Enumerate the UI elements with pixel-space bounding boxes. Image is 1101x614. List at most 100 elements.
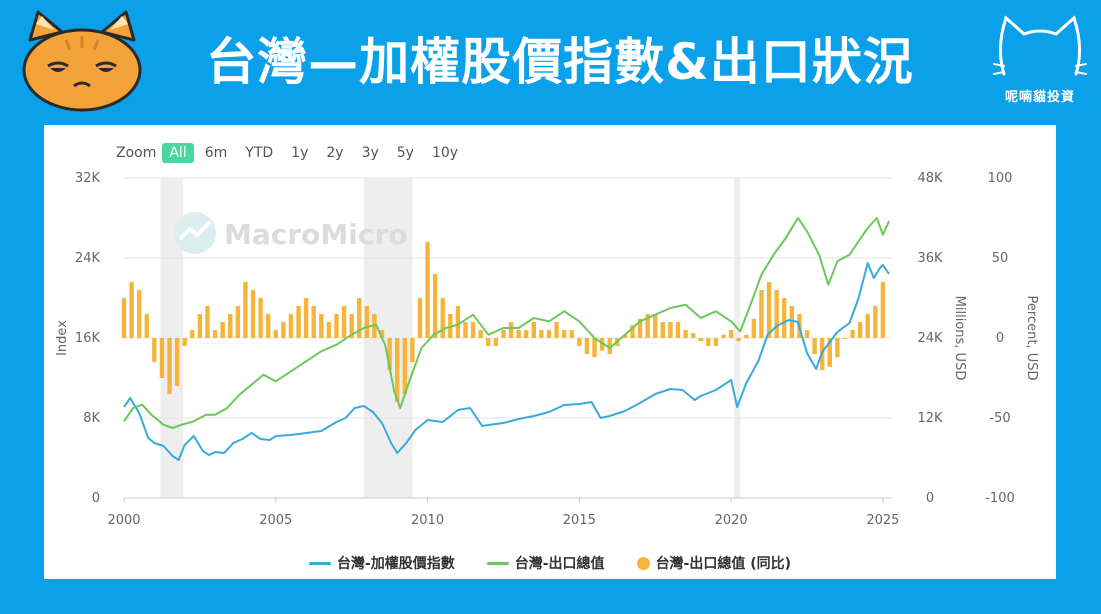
yoy-bar (455, 306, 461, 338)
yoy-bar (357, 298, 362, 338)
zoom-button-6m[interactable]: 6m (204, 145, 228, 161)
yoy-bar (326, 322, 332, 338)
zoom-button-all[interactable]: All (162, 143, 194, 163)
yoy-bar (690, 333, 696, 338)
yoy-bar (303, 298, 309, 338)
yoy-bar (546, 330, 552, 338)
yoy-bar (630, 325, 635, 338)
yoy-bar (653, 314, 658, 338)
y-tick-label-index: 0 (92, 491, 100, 506)
yoy-bar (212, 330, 218, 338)
yoy-bar (341, 306, 347, 338)
yoy-bar (387, 338, 392, 370)
yoy-bar (637, 318, 643, 338)
zoom-button-10y[interactable]: 10y (431, 145, 459, 161)
yoy-bar (683, 330, 688, 338)
yoy-bar (402, 338, 407, 394)
yoy-bar (668, 322, 673, 338)
yoy-bar (524, 330, 529, 338)
yoy-bar (622, 334, 628, 338)
yoy-bar (395, 338, 400, 402)
yoy-bar (121, 298, 127, 338)
yoy-bar (561, 330, 567, 338)
y-tick-label-yoy: -100 (985, 491, 1015, 506)
legend-label-exports-yoy: 台灣-出口總值 (同比) (655, 556, 792, 572)
yoy-bar (478, 330, 483, 338)
yoy-bar (759, 290, 764, 338)
y-tick-label-index: 8K (83, 411, 100, 426)
y-tick-label-exports: 0 (926, 491, 934, 506)
yoy-bar (835, 338, 840, 358)
yoy-bar (152, 338, 157, 362)
y-axis-title-index: Index (55, 320, 70, 356)
index-line (123, 262, 890, 461)
yoy-bar (379, 330, 385, 338)
x-tick-label: 2015 (563, 513, 596, 528)
yoy-bar (592, 338, 597, 358)
yoy-bar (774, 290, 779, 338)
yoy-bar (713, 338, 719, 346)
yoy-bar (258, 298, 263, 338)
yoy-bar (880, 282, 886, 338)
yoy-bar (296, 306, 301, 338)
yoy-bar (243, 282, 248, 338)
yoy-bar (660, 322, 666, 338)
yoy-bar (174, 338, 180, 386)
yoy-bar (782, 298, 787, 338)
yoy-bar (645, 314, 650, 338)
yoy-bar (334, 314, 339, 338)
yoy-bar (569, 330, 574, 338)
yoy-bar (751, 318, 757, 338)
yoy-bar (311, 306, 316, 338)
y-tick-label-index: 16K (75, 331, 101, 346)
yoy-bar (508, 322, 514, 338)
yoy-bar (865, 314, 870, 338)
yoy-bar (531, 322, 537, 338)
y-tick-label-yoy: -50 (989, 411, 1010, 426)
x-tick-label: 2005 (259, 513, 292, 528)
yoy-bar (463, 322, 468, 338)
x-tick-label: 2020 (715, 513, 748, 528)
legend-item-index[interactable]: 台灣-加權股價指數 (308, 553, 455, 573)
yoy-bar (599, 338, 605, 351)
watermark: MacroMicro (174, 212, 408, 254)
yoy-bar (842, 338, 848, 339)
zoom-button-ytd[interactable]: YTD (245, 145, 274, 161)
yoy-bar (675, 322, 681, 338)
legend-label-index: 台灣-加權股價指數 (336, 556, 455, 572)
zoom-button-2y[interactable]: 2y (326, 145, 344, 161)
zoom-button-1y[interactable]: 1y (291, 145, 309, 161)
y-tick-label-exports: 24K (917, 331, 943, 346)
yoy-bar (698, 338, 703, 342)
yoy-bar (744, 334, 749, 338)
brand-logo: 呢喃貓投資 (990, 8, 1090, 118)
zoom-button-5y[interactable]: 5y (396, 145, 414, 161)
yoy-bar (288, 314, 294, 338)
y-tick-label-yoy: 100 (988, 171, 1013, 186)
yoy-bar (728, 330, 734, 338)
y-tick-label-yoy: 0 (996, 331, 1004, 346)
yoy-bar (197, 314, 203, 338)
yoy-bar (364, 306, 370, 338)
yoy-bar (136, 290, 142, 338)
yoy-bar (873, 306, 878, 338)
legend-label-exports: 台灣-出口總值 (514, 556, 605, 572)
legend-item-exports-yoy[interactable]: 台灣-出口總值 (同比) (636, 553, 792, 573)
yoy-bar (319, 314, 324, 338)
zoom-button-3y[interactable]: 3y (361, 145, 379, 161)
yoy-bar (766, 282, 772, 338)
yoy-bar (250, 290, 256, 338)
yoy-bar (349, 314, 354, 338)
y-tick-label-index: 32K (75, 171, 101, 186)
y-axis-title-yoy: Percent, USD (1024, 296, 1039, 381)
yoy-bar (850, 330, 855, 338)
legend-item-exports[interactable]: 台灣-出口總值 (486, 553, 605, 573)
y-tick-label-index: 24K (75, 251, 101, 266)
x-tick-label: 2000 (107, 513, 140, 528)
yoy-bar (410, 338, 415, 362)
cat-mascot-logo (16, 10, 148, 114)
yoy-bar (539, 330, 544, 338)
yoy-bar (220, 322, 225, 338)
yoy-bar (721, 334, 726, 338)
yoy-bar (577, 338, 582, 346)
